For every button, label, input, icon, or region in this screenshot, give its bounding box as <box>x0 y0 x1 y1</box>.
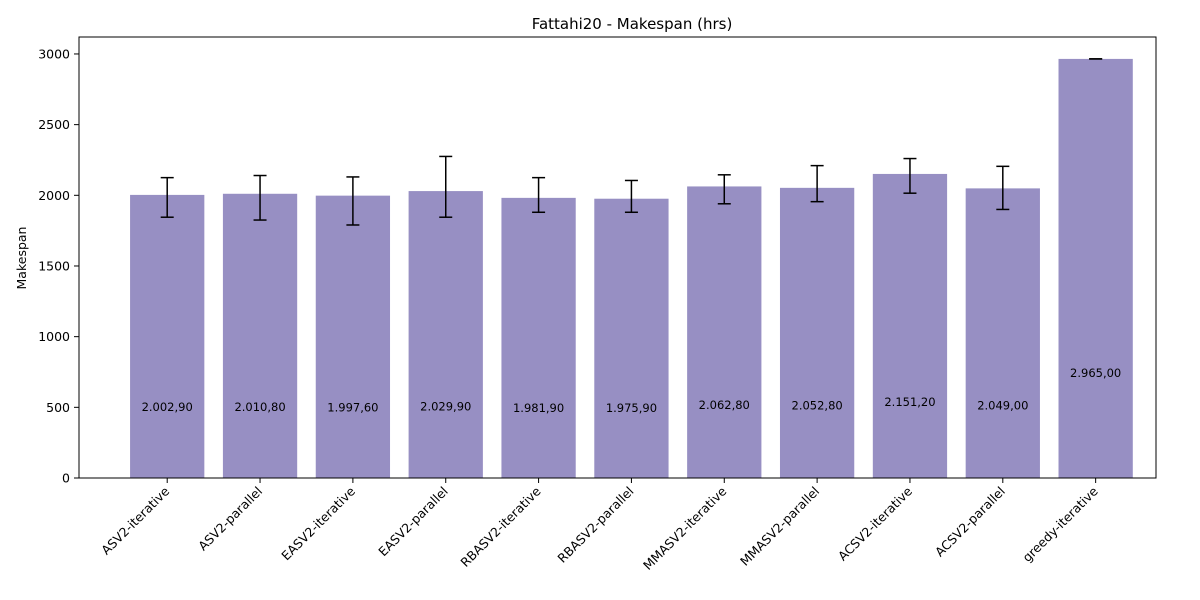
bar <box>872 173 948 478</box>
y-tick-label: 0 <box>62 471 70 486</box>
bar <box>501 197 576 478</box>
y-tick-label: 3000 <box>38 46 70 61</box>
data-label: 1.981,90 <box>513 401 564 415</box>
x-tick-label: ASV2-parallel <box>195 484 265 554</box>
bar <box>779 187 855 479</box>
x-tick-label: MMASV2-parallel <box>737 484 822 569</box>
data-label: 2.029,90 <box>420 399 471 413</box>
bar <box>1058 58 1133 478</box>
plot-frame <box>78 36 1157 479</box>
y-tick-label: 2000 <box>38 188 70 203</box>
bar <box>130 194 205 479</box>
x-tick-label: greedy-iterative <box>1019 483 1101 565</box>
bar <box>315 195 391 479</box>
data-label: 1.975,90 <box>606 401 657 415</box>
x-tick-label: MMASV2-iterative <box>640 483 730 573</box>
x-tick-label: RBASV2-iterative <box>457 483 544 570</box>
x-tick-label: EASV2-iterative <box>278 483 358 563</box>
y-axis-label: Makespan <box>14 227 29 290</box>
y-tick-label: 2500 <box>38 117 70 132</box>
data-label: 2.151,20 <box>884 395 935 409</box>
data-label: 2.049,00 <box>977 399 1028 413</box>
chart-title: Fattahi20 - Makespan (hrs) <box>532 15 733 33</box>
x-tick-label: ASV2-iterative <box>98 483 172 557</box>
data-label: 2.052,80 <box>792 398 843 412</box>
data-label: 2.062,80 <box>699 398 750 412</box>
y-tick-label: 500 <box>46 400 70 415</box>
bar <box>594 198 669 478</box>
data-label: 1.997,60 <box>327 400 378 414</box>
y-tick-label: 1000 <box>38 329 70 344</box>
x-tick-label: RBASV2-parallel <box>554 484 636 566</box>
data-label: 2.002,90 <box>142 400 193 414</box>
data-label: 2.965,00 <box>1070 366 1121 380</box>
bar <box>687 186 762 478</box>
bar <box>965 188 1040 479</box>
x-tick-label: ACSV2-iterative <box>835 483 915 563</box>
x-tick-label: EASV2-parallel <box>375 484 451 560</box>
x-tick-label: ACSV2-parallel <box>932 484 1008 560</box>
bar <box>408 191 483 479</box>
y-tick-label: 1500 <box>38 258 70 273</box>
data-label: 2.010,80 <box>234 400 285 414</box>
bar <box>222 193 298 478</box>
